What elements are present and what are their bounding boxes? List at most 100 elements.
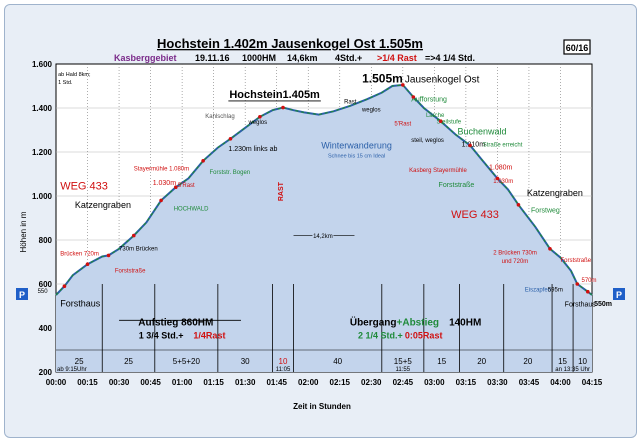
- segment-minutes: 25: [75, 357, 84, 366]
- y-tick-label: 400: [39, 324, 53, 333]
- ascent-summary-rest: 1/4Rast: [193, 331, 225, 341]
- ascent-summary-time: 1 3/4 Std.+: [139, 331, 184, 341]
- waypoint-marker: [516, 203, 521, 207]
- waypoint-marker: [85, 262, 90, 267]
- annotation-bruecken-r2: und 720m: [502, 259, 529, 265]
- waypoint-marker: [201, 159, 205, 163]
- waypoint-marker: [585, 289, 590, 294]
- annotation-m1030-l: 1.030m: [153, 180, 177, 187]
- annotation-forststrasse-r: Forststraße: [439, 182, 475, 189]
- annotation-rast-top: Rast: [344, 100, 357, 106]
- waypoint-marker: [159, 198, 163, 203]
- badge-number: 60/16: [566, 43, 589, 53]
- segment-minutes: 40: [333, 357, 342, 366]
- annotation-winter2: Schnee bis 15 cm Ideal: [328, 154, 385, 160]
- parking-end-label: P: [616, 290, 622, 300]
- x-tick-label: 00:00: [46, 378, 67, 387]
- waypoint-marker: [575, 282, 580, 286]
- time-marker: 11:55: [396, 367, 411, 373]
- segment-minutes: 20: [477, 357, 486, 366]
- x-tick-label: 02:15: [330, 378, 351, 387]
- x-tick-label: 03:30: [487, 378, 508, 387]
- parking-start-icon: [16, 288, 28, 300]
- annotation-forsthaus-r: Forsthaus: [565, 302, 597, 309]
- waypoint-marker: [495, 176, 500, 181]
- x-tick-label: 02:30: [361, 378, 382, 387]
- waypoint-marker: [228, 137, 233, 141]
- annotation-forststr-bogen: Forststr. Bogen: [209, 170, 250, 176]
- x-tick-label: 03:00: [424, 378, 445, 387]
- x-axis-title: Zeit in Stunden: [293, 402, 351, 411]
- annotation-jausenkogel-name: Jausenkogel Ost: [405, 75, 480, 86]
- annotation-start-note-2: 1 Std.: [58, 80, 73, 86]
- y-tick-label: 1.400: [32, 104, 53, 113]
- header-ascent: 1000HM: [242, 53, 276, 63]
- annotation-m1080-r: 1.080m: [489, 165, 513, 172]
- annotation-forststrasse-l: Forststraße: [115, 269, 146, 275]
- segment-minutes: 25: [124, 357, 133, 366]
- annotation-kasberg-stayer: Kasberg Stayermühle: [409, 168, 467, 174]
- annotation-bruecken-r1: 2 Brücken 730m: [493, 250, 537, 256]
- segment-minutes: 15+5: [394, 357, 413, 366]
- waypoint-marker: [62, 284, 67, 289]
- waypoint-marker: [438, 119, 443, 123]
- x-tick-label: 00:15: [77, 378, 98, 387]
- waypoint-marker: [468, 143, 472, 148]
- x-tick-label: 04:00: [550, 378, 571, 387]
- descent-summary-time: 2 1/4 Std.+: [358, 331, 403, 341]
- descent-summary-title-c: 140HM: [449, 317, 481, 328]
- annotation-m570: 570m: [581, 278, 596, 284]
- annotation-jausenkogel-num: 1.505m: [362, 72, 403, 86]
- annotation-steil-weglos: steil, weglos: [411, 138, 444, 144]
- annotation-laerche: Lärche: [426, 113, 445, 119]
- waypoint-marker: [174, 185, 178, 189]
- annotation-rast-r: 5'Rast: [394, 122, 411, 128]
- segment-minutes: 10: [279, 357, 288, 366]
- y-tick-label: 1.000: [32, 192, 53, 201]
- waypoint-marker: [131, 233, 136, 238]
- y-tick-label: 800: [39, 236, 53, 245]
- x-tick-label: 01:45: [266, 378, 287, 387]
- x-tick-label: 00:30: [109, 378, 130, 387]
- x-tick-label: 02:00: [298, 378, 319, 387]
- waypoint-marker: [258, 115, 262, 119]
- x-tick-label: 01:15: [203, 378, 224, 387]
- descent-summary-title-a: Übergang: [350, 315, 397, 328]
- annotation-weglos1: weglos: [247, 120, 267, 126]
- parking-end-icon: [613, 288, 625, 300]
- x-tick-label: 03:45: [519, 378, 540, 387]
- badge-box: [563, 39, 591, 55]
- header-duration: 4Std.+: [335, 53, 362, 63]
- annotation-links-ab: 1.230m links ab: [228, 146, 277, 153]
- x-tick-label: 03:15: [456, 378, 477, 387]
- annotation-weg433-l: WEG 433: [60, 180, 108, 192]
- annotation-bruecken-l: Brücken 720m: [60, 251, 99, 257]
- x-tick-label: 00:45: [140, 378, 161, 387]
- segment-minutes: 15: [558, 357, 567, 366]
- annotation-forstweg-r: Forstweg: [531, 208, 560, 215]
- waypoint-marker: [106, 253, 111, 258]
- x-tick-label: 01:00: [172, 378, 193, 387]
- x-tick-label: 01:30: [235, 378, 256, 387]
- annotation-hochstein: Hochstein1.405m: [229, 89, 320, 101]
- x-tick-label: 04:15: [582, 378, 603, 387]
- y-tick-label: 600: [39, 280, 53, 289]
- descent-summary-title-b: +Abstieg: [397, 317, 440, 328]
- y-tick-label: 1.600: [32, 60, 53, 69]
- time-marker: 11:05: [276, 367, 291, 373]
- annotation-katzengraben-l: Katzengraben: [75, 200, 131, 210]
- annotation-start-alt: 550: [38, 289, 49, 295]
- header-distance: 14,6km: [287, 53, 318, 63]
- annotation-m1210: 1.210m: [462, 142, 486, 149]
- end-time: an 13:35 Uhr: [555, 367, 590, 373]
- annotation-steilstufe: Steilstufe: [436, 119, 461, 125]
- header-rest-note: >1/4 Rast: [377, 53, 417, 63]
- annotation-winter1: Winterwanderung: [321, 141, 392, 151]
- waypoint-marker: [281, 105, 285, 110]
- y-tick-label: 200: [39, 368, 53, 377]
- annotation-buchenwald: Buchenwald: [457, 126, 506, 136]
- waypoint-marker: [548, 247, 552, 251]
- y-tick-label: 1.200: [32, 148, 53, 157]
